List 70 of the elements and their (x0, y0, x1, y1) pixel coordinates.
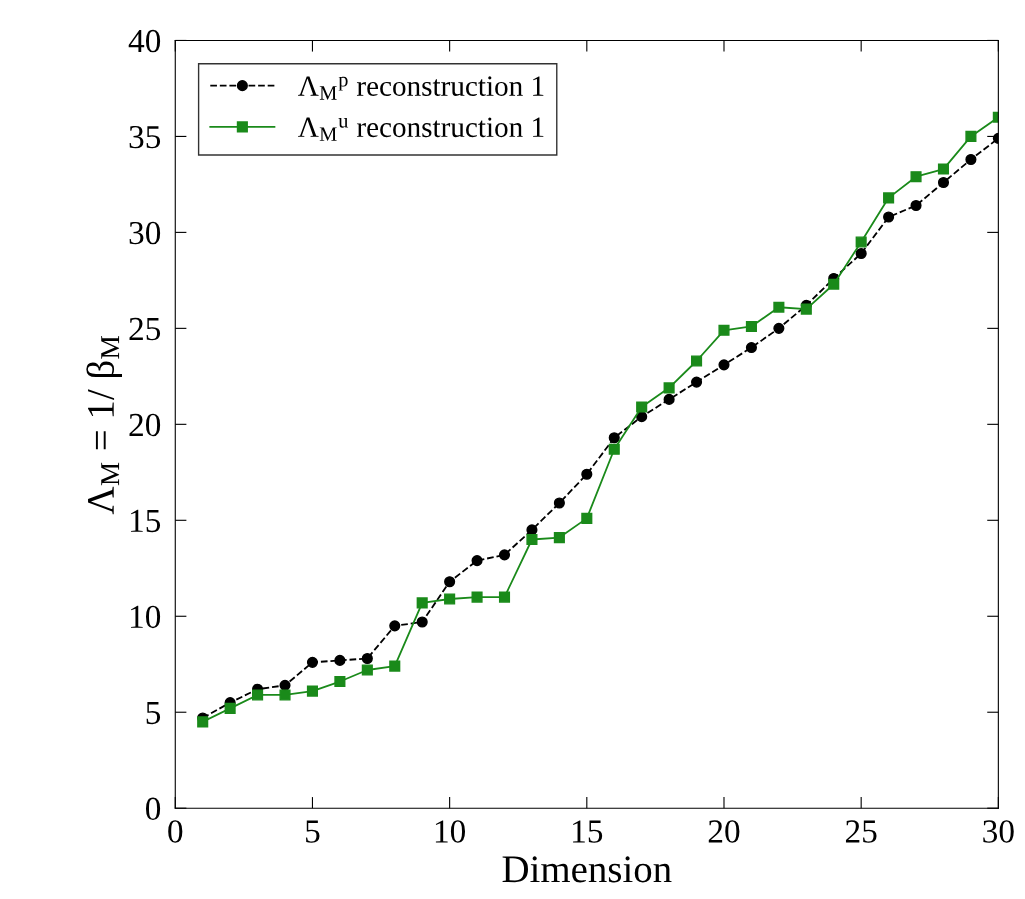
point (636, 401, 648, 413)
point (883, 211, 895, 223)
point (937, 163, 950, 175)
point (828, 278, 840, 290)
point (910, 199, 922, 212)
point (800, 303, 812, 315)
point (773, 322, 785, 334)
y-tick-label: 35 (129, 125, 161, 149)
point (553, 497, 565, 509)
point (526, 533, 538, 546)
point (389, 660, 401, 672)
point (718, 359, 730, 371)
point (581, 512, 593, 524)
point (663, 393, 675, 405)
x-axis-title: Dimension (502, 856, 672, 883)
legend-label: Λ$_{M}$$^{p}$ reconstruction 1 (298, 76, 544, 100)
point (937, 176, 950, 189)
point (197, 716, 209, 728)
point (965, 153, 977, 166)
point (306, 656, 319, 668)
point (553, 532, 565, 544)
point (910, 171, 922, 183)
legend-label: Λ$_{M}$$^{u}$ reconstruction 1 (298, 117, 544, 141)
point (416, 616, 428, 628)
x-tick-label: 15 (573, 820, 603, 843)
point (471, 591, 483, 603)
point (306, 685, 319, 697)
y-tick-label: 30 (129, 221, 161, 245)
point (334, 675, 346, 688)
y-tick-label: 15 (130, 509, 161, 533)
point (608, 443, 620, 455)
point (498, 591, 511, 603)
point (745, 320, 757, 332)
point (471, 555, 483, 567)
y-tick-label: 25 (129, 317, 161, 341)
point (718, 324, 730, 336)
point (883, 192, 895, 204)
point (389, 620, 401, 632)
point (581, 468, 593, 480)
y-tick-label: 20 (129, 413, 161, 437)
point (252, 689, 264, 701)
point (279, 689, 291, 701)
point (773, 301, 785, 313)
point (663, 382, 675, 394)
y-tick-label: 5 (146, 701, 161, 725)
x-tick-label: 25 (845, 820, 877, 843)
x-tick-label: 5 (306, 820, 320, 843)
point (416, 597, 428, 609)
y-tick-label: 40 (128, 29, 161, 53)
point (745, 341, 757, 354)
point (444, 593, 456, 605)
x-tick-label: 30 (983, 820, 1014, 843)
y-axis-title: Λ$_{M}$ = 1/ β$_{M}$ (86, 336, 122, 515)
x-tick-label: 20 (708, 820, 740, 843)
point (855, 236, 867, 248)
point (224, 702, 236, 714)
point (361, 652, 373, 665)
point (965, 130, 977, 142)
x-tick-label: 10 (435, 820, 466, 843)
point (444, 576, 456, 588)
point (334, 654, 346, 666)
point (855, 247, 867, 260)
y-tick-label: 0 (145, 797, 161, 821)
point (498, 549, 511, 561)
point (608, 432, 620, 444)
x-tick-label: 0 (168, 820, 183, 843)
point (361, 664, 373, 676)
point (690, 355, 703, 367)
point (690, 376, 703, 388)
y-tick-label: 10 (130, 605, 161, 629)
